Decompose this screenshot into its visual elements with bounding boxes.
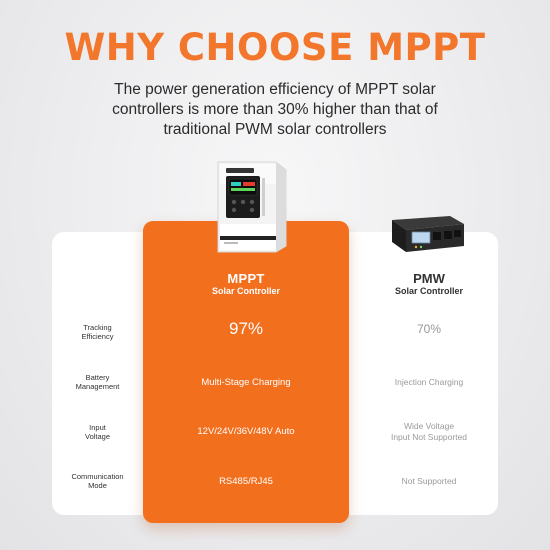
mppt-controller-device-image xyxy=(217,161,287,253)
row-label-line: Efficiency xyxy=(81,332,114,341)
pwm-value-line: Injection Charging xyxy=(394,377,464,387)
pwm-value-line: Input Not Supported xyxy=(390,432,468,442)
row-label-line: Input xyxy=(89,423,106,432)
mppt-tracking-efficiency-value: 97% xyxy=(228,319,264,338)
headline: WHY CHOOSE MPPT xyxy=(64,26,486,69)
mppt-column-title: MPPT xyxy=(227,271,265,286)
pwm-controller-device-image xyxy=(392,216,464,252)
mppt-input-voltage-value: 12V/24V/36V/48V Auto xyxy=(197,426,295,437)
row-label-line: Tracking xyxy=(83,323,112,332)
mppt-column-subtitle: Solar Controller xyxy=(211,286,280,296)
subheadline-line: The power generation efficiency of MPPT … xyxy=(114,81,436,98)
pwm-battery-management-value: Injection Charging xyxy=(360,377,498,388)
pwm-column-subtitle: Solar Controller xyxy=(394,286,463,296)
mppt-communication-mode-value: RS485/RJ45 xyxy=(219,476,273,487)
row-label-tracking-efficiency: Tracking Efficiency xyxy=(52,323,143,341)
row-label-input-voltage: Input Voltage xyxy=(52,423,143,441)
pwm-tracking-efficiency-value: 70% xyxy=(360,322,498,336)
row-label-communication-mode: Communication Mode xyxy=(52,472,143,490)
pwm-column-title: PMW xyxy=(413,271,445,286)
row-label-line: Communication xyxy=(71,472,124,481)
subheadline-line: controllers is more than 30% higher than… xyxy=(112,101,438,118)
subheadline-line: traditional PWM solar controllers xyxy=(163,121,387,138)
pwm-communication-mode-value: Not Supported xyxy=(360,476,498,487)
row-label-line: Voltage xyxy=(84,432,111,441)
pwm-value-line: 70% xyxy=(416,322,442,336)
mppt-highlight-column xyxy=(143,221,349,523)
row-label-line: Mode xyxy=(88,481,107,490)
row-label-line: Management xyxy=(75,382,120,391)
mppt-battery-management-value: Multi-Stage Charging xyxy=(201,377,291,388)
pwm-input-voltage-value: Wide Voltage Input Not Supported xyxy=(360,421,498,443)
subheadline: The power generation efficiency of MPPT … xyxy=(60,80,490,140)
row-label-battery-management: Battery Management xyxy=(52,373,143,391)
pwm-value-line: Not Supported xyxy=(401,476,457,486)
pwm-value-line: Wide Voltage xyxy=(403,421,455,431)
row-label-line: Battery xyxy=(85,373,110,382)
